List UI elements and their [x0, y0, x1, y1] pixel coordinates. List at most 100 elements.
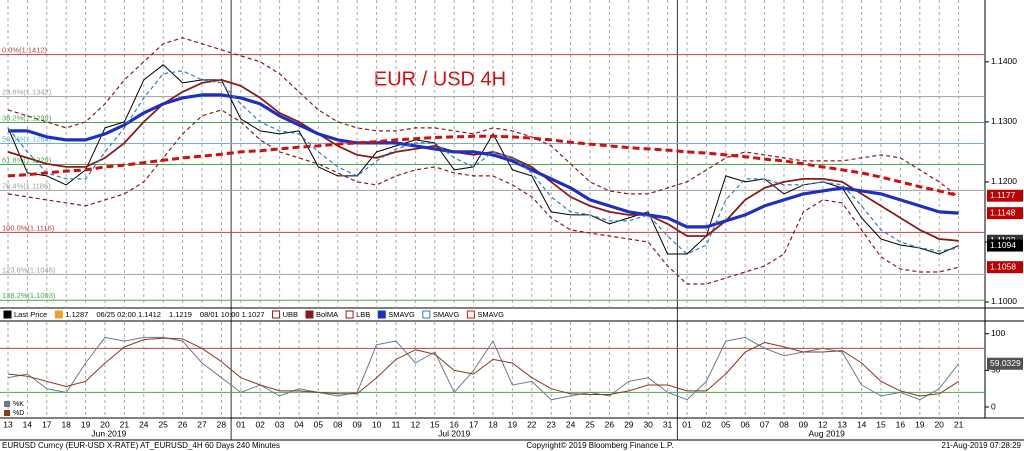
x-tick-label: 18 [488, 419, 498, 429]
fib-label: 0.0%(1.1412) [2, 46, 48, 55]
fib-label: 38.2%(1.1299) [2, 113, 52, 122]
x-tick-label: 06 [740, 419, 750, 429]
last-value-box [987, 239, 1023, 252]
x-tick-label: 01 [236, 419, 246, 429]
x-tick-label: 13 [3, 419, 13, 429]
chart-title: EUR / USD 4H [374, 68, 506, 90]
legend-label: 1.1287 [65, 310, 88, 319]
x-tick-label: 29 [624, 419, 634, 429]
month-label: Jun 2019 [91, 428, 126, 438]
legend-swatch [272, 310, 281, 319]
x-tick-label: 08 [333, 419, 343, 429]
footer-right: 21-Aug-2019 07:28:29 [941, 441, 1021, 450]
fib-label: 50.0%(1.1264) [2, 134, 52, 143]
series-line [7, 134, 959, 198]
y-tick-label: 0 [991, 401, 996, 411]
legend-label: %K [13, 401, 24, 408]
x-tick-label: 03 [275, 419, 285, 429]
fib-label: 76.4%(1.1186) [2, 181, 51, 190]
x-tick-label: 24 [566, 419, 576, 429]
legend-label: UBB [283, 310, 298, 319]
legend-swatch [54, 310, 63, 319]
legend-swatch [466, 310, 475, 319]
series-line [7, 64, 959, 255]
x-tick-label: 10 [372, 419, 382, 429]
x-tick-label: 18 [61, 419, 71, 429]
legend-swatch [422, 310, 431, 319]
last-value-label: 1.1058 [990, 261, 1016, 271]
x-tick-label: 21 [120, 419, 130, 429]
y-tick-label: 1.1300 [991, 116, 1017, 126]
x-tick-label: 09 [799, 419, 809, 429]
x-tick-label: 19 [508, 419, 518, 429]
series-line [7, 337, 959, 397]
last-value-label: 59.0329 [990, 358, 1021, 368]
legend-label: 08/01 10:00 1.1027 [200, 310, 265, 319]
x-tick-label: 07 [760, 419, 770, 429]
legend-label: Last Price [14, 310, 47, 319]
legend-label: SMAVG [477, 310, 504, 319]
series-line [7, 109, 959, 285]
y-tick-label: 1.1400 [991, 56, 1017, 66]
x-tick-label: 12 [818, 419, 828, 429]
month-label: Jul 2019 [438, 428, 470, 438]
last-value-box [987, 189, 1023, 202]
legend-label: SMAVG [388, 310, 415, 319]
last-value-box [987, 261, 1023, 274]
fib-label: 123.6%(1.1046) [2, 265, 56, 274]
legend-label: LBB [356, 310, 370, 319]
x-tick-label: 12 [411, 419, 421, 429]
fib-label: 61.8%(1.1229) [2, 155, 52, 164]
legend-swatch [4, 410, 10, 416]
x-tick-label: 20 [934, 419, 944, 429]
x-tick-label: 17 [469, 419, 479, 429]
x-tick-label: 31 [663, 419, 673, 429]
x-tick-label: 26 [178, 419, 188, 429]
series-line [8, 93, 959, 229]
y-tick-label: 1.1000 [991, 296, 1017, 306]
last-value-label: 1.1094 [990, 240, 1016, 250]
last-value-label: 1.1177 [990, 190, 1016, 200]
x-tick-label: 13 [837, 419, 847, 429]
x-tick-label: 02 [702, 419, 712, 429]
legend-label: BolMA [316, 310, 338, 319]
x-tick-label: 14 [23, 419, 33, 429]
x-tick-label: 26 [605, 419, 615, 429]
x-tick-label: 04 [294, 419, 304, 429]
x-tick-label: 14 [857, 419, 867, 429]
x-tick-label: 21 [954, 419, 964, 429]
legend-label: 1.1219 [169, 310, 192, 319]
x-tick-label: 27 [197, 419, 207, 429]
series-line [7, 70, 959, 255]
x-tick-label: 16 [896, 419, 906, 429]
legend-label: SMAVG [433, 310, 460, 319]
x-tick-label: 11 [392, 419, 401, 429]
x-tick-label: 25 [158, 419, 168, 429]
x-tick-label: 08 [779, 419, 789, 429]
legend-swatch [377, 310, 386, 319]
legend-swatch [305, 310, 314, 319]
x-tick-label: 05 [721, 419, 731, 429]
x-tick-label: 19 [81, 419, 91, 429]
last-value-box [987, 357, 1023, 370]
x-tick-label: 30 [643, 419, 653, 429]
legend-swatch [345, 310, 354, 319]
legend-swatch [3, 310, 12, 319]
footer-center: Copyright© 2019 Bloomberg Finance L.P. [526, 441, 673, 450]
month-label: Aug 2019 [808, 428, 845, 438]
x-tick-label: 24 [139, 419, 149, 429]
x-tick-label: 16 [449, 419, 459, 429]
x-tick-label: 20 [100, 419, 110, 429]
x-tick-label: 17 [42, 419, 52, 429]
x-tick-label: 23 [546, 419, 556, 429]
y-tick-label: 1.1200 [991, 176, 1017, 186]
x-tick-label: 25 [585, 419, 595, 429]
x-tick-label: 02 [255, 419, 265, 429]
legend-label: %D [13, 410, 24, 417]
series-line [7, 37, 959, 198]
x-tick-label: 05 [314, 419, 324, 429]
fib-label: 138.2%(1.1003) [2, 291, 56, 300]
x-tick-label: 15 [430, 419, 440, 429]
